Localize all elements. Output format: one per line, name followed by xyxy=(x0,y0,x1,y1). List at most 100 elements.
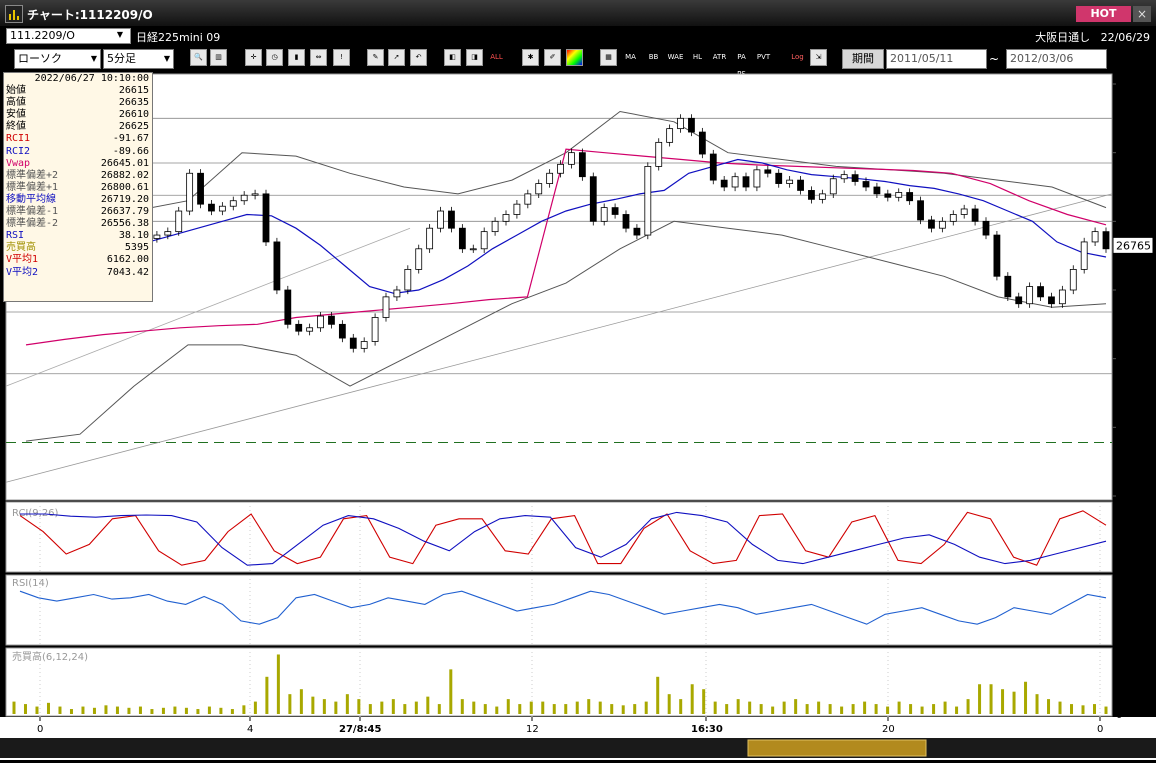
symbol-bar: 111.2209/O ▼ 日経225mini 09 大阪日通し 22/06/29 xyxy=(0,26,1156,44)
scroll-thumb xyxy=(747,739,927,757)
hot-button[interactable]: HOT xyxy=(1076,6,1131,22)
volume-bar xyxy=(1081,705,1085,714)
period-button[interactable]: 期間 xyxy=(842,49,884,69)
ma-button[interactable]: MA xyxy=(625,53,636,61)
candle-body xyxy=(557,163,564,174)
volume-title: 売買高(6,12,24) xyxy=(12,650,88,663)
bar-chart-icon[interactable]: ▮ xyxy=(288,49,305,66)
wae-button[interactable]: WAE xyxy=(667,53,684,61)
volume-bar xyxy=(506,699,510,714)
candle-body xyxy=(971,208,979,222)
candle-body xyxy=(153,234,161,239)
info-label: 標準偏差+2 xyxy=(6,169,59,181)
chart-type-select[interactable]: ローソク ▼ xyxy=(14,49,101,69)
close-button[interactable]: × xyxy=(1133,6,1151,22)
zoom-in-icon[interactable]: ◨ xyxy=(466,49,483,66)
volume-bar xyxy=(196,709,200,714)
volume-bar xyxy=(805,704,809,714)
brush-icon[interactable]: ✐ xyxy=(544,49,561,66)
log-button[interactable]: Log xyxy=(791,53,804,61)
chevron-down-icon[interactable]: ▼ xyxy=(116,30,124,39)
info-label: 標準偏差-2 xyxy=(6,218,59,230)
candle-body xyxy=(208,203,215,212)
undo-icon[interactable]: ↶ xyxy=(410,49,427,66)
bb-button[interactable]: BB xyxy=(648,53,659,61)
volume-bar xyxy=(115,706,119,714)
volume-bar xyxy=(713,701,717,714)
volume-bar xyxy=(1104,706,1108,714)
warning-icon[interactable]: ! xyxy=(333,49,350,66)
zoom-icon[interactable]: 🔍 xyxy=(190,49,207,66)
all-button[interactable]: ALL xyxy=(490,53,503,61)
date-from-field[interactable]: 2011/05/11 xyxy=(886,49,987,69)
info-row: 安値 26610 xyxy=(4,109,152,121)
candle-body xyxy=(218,205,226,212)
interval-value: 5分足 xyxy=(107,52,136,65)
cursor-icon[interactable]: ➚ xyxy=(388,49,405,66)
scroll-track xyxy=(0,738,1156,758)
interval-select[interactable]: 5分足 ▼ xyxy=(103,49,174,69)
volume-tick-label: 0 xyxy=(1116,710,1122,721)
rci2-line xyxy=(20,511,1107,566)
grid-icon[interactable]: ▥ xyxy=(210,49,227,66)
split-icon[interactable]: ⇔ xyxy=(310,49,327,66)
candle-body xyxy=(295,323,303,332)
info-label: V平均2 xyxy=(6,266,39,278)
candle-body xyxy=(611,207,619,215)
crosshair-icon[interactable]: ✛ xyxy=(245,49,262,66)
info-row: 標準偏差+2 26882.02 xyxy=(4,170,152,182)
candle-body xyxy=(317,315,324,329)
volume-bar xyxy=(150,709,154,714)
atr-button[interactable]: ATR xyxy=(712,53,727,61)
table-icon[interactable]: ▦ xyxy=(600,49,617,66)
candle-body xyxy=(818,193,826,200)
zoom-out-icon[interactable]: ◧ xyxy=(444,49,461,66)
symbol-code-field[interactable]: 111.2209/O xyxy=(6,28,131,44)
info-label: 標準偏差+1 xyxy=(6,181,59,193)
candle-body xyxy=(938,220,946,229)
candle-body xyxy=(415,248,423,270)
volume-bar xyxy=(472,701,476,714)
settings-icon[interactable]: ✱ xyxy=(522,49,539,66)
info-value: 26625 xyxy=(118,121,149,133)
candle-body xyxy=(775,172,783,184)
volume-bar xyxy=(265,676,269,714)
paps-button[interactable]: PA PS xyxy=(737,53,746,78)
color-palette-icon[interactable] xyxy=(566,49,583,66)
date-to-field[interactable]: 2012/03/06 xyxy=(1006,49,1107,69)
volume-bar xyxy=(1058,701,1062,714)
chart-app-icon xyxy=(5,5,23,23)
chart-area[interactable]: 27000 26900 26800 26700 26600 26500 26400 26765… xyxy=(0,72,1156,760)
rci-tick-label: -80.00 xyxy=(1116,560,1148,571)
candle-body xyxy=(262,193,270,243)
volume-bar xyxy=(644,701,648,714)
timer-icon[interactable]: ◷ xyxy=(266,49,283,66)
info-label: 終値 xyxy=(6,121,26,133)
volume-bar xyxy=(368,704,372,714)
instrument-name: 日経225mini 09 xyxy=(136,31,221,44)
volume-bar xyxy=(58,706,62,714)
volume-bar xyxy=(138,706,142,714)
volume-bar xyxy=(184,707,188,714)
volume-bar xyxy=(1093,704,1097,714)
candle-body xyxy=(862,181,870,188)
info-row: 売買高 5395 xyxy=(4,242,152,254)
info-timestamp: 2022/06/27 10:10:00 xyxy=(34,73,149,84)
candle-body xyxy=(982,220,990,236)
candle-body xyxy=(1004,275,1012,298)
hl-button[interactable]: HL xyxy=(692,53,703,61)
volume-bar xyxy=(357,699,361,714)
candle-body xyxy=(437,210,444,229)
volume-bar xyxy=(552,704,556,714)
volume-bar xyxy=(564,704,568,714)
volume-bar xyxy=(219,707,223,714)
rci-tick-label: 0.00 xyxy=(1116,534,1138,545)
candle-body xyxy=(797,179,804,191)
volume-bar xyxy=(690,684,694,714)
candle-body xyxy=(535,183,543,195)
candle-body xyxy=(764,169,772,174)
pvt-button[interactable]: PVT xyxy=(756,53,771,61)
export-icon[interactable]: ⇲ xyxy=(810,49,827,66)
pen-icon[interactable]: ✎ xyxy=(367,49,384,66)
volume-bar xyxy=(403,704,407,714)
